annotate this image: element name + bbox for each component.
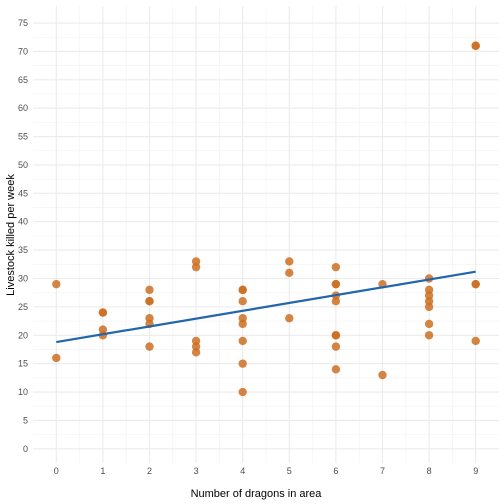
y-tick-label: 55	[18, 132, 28, 142]
data-point	[424, 319, 434, 329]
data-point	[238, 319, 247, 329]
x-tick-labels: 0 1 2 3 4 5 6 7 8 9	[54, 466, 478, 476]
y-tick-label: 60	[18, 103, 28, 113]
y-tick-label: 25	[18, 302, 28, 312]
data-point	[331, 342, 341, 351]
x-tick-label: 9	[473, 466, 478, 476]
x-tick-label: 6	[333, 466, 338, 476]
data-point	[145, 297, 154, 306]
y-tick-label: 35	[18, 245, 28, 255]
data-point	[98, 308, 108, 317]
y-tick-label: 65	[18, 75, 28, 85]
data-point	[471, 41, 480, 50]
data-points	[52, 41, 480, 397]
y-tick-labels: 0 5 10 15 20 25 30 35 40 45 50 55 60 65 70 75	[18, 18, 28, 454]
y-axis-title: Livestock killed per week	[5, 174, 17, 296]
data-point	[331, 365, 341, 374]
data-point	[331, 279, 341, 289]
data-point	[191, 348, 201, 357]
x-tick-label: 5	[287, 466, 292, 476]
x-tick-label: 4	[240, 466, 245, 476]
data-point	[191, 262, 201, 272]
x-tick-label: 0	[54, 466, 59, 476]
data-point	[331, 262, 341, 272]
trend-line	[56, 270, 476, 344]
data-point	[331, 331, 341, 340]
x-tick-label: 2	[147, 466, 152, 476]
data-point	[238, 285, 247, 295]
data-point	[471, 336, 480, 346]
data-point	[424, 331, 434, 340]
y-tick-label: 15	[18, 359, 28, 369]
y-tick-label: 20	[18, 330, 28, 340]
y-tick-label: 0	[23, 444, 28, 454]
x-tick-label: 3	[194, 466, 199, 476]
data-point	[378, 370, 387, 380]
y-tick-label: 70	[18, 46, 28, 56]
data-point	[285, 268, 294, 278]
data-point	[238, 336, 247, 346]
y-tick-label: 75	[18, 18, 28, 28]
x-tick-label: 7	[380, 466, 385, 476]
data-point	[238, 359, 247, 368]
data-point	[52, 353, 61, 363]
data-point	[145, 342, 154, 351]
x-axis-title: Number of dragons in area	[191, 488, 323, 500]
data-point	[52, 279, 61, 289]
y-tick-label: 40	[18, 217, 28, 227]
data-point	[285, 257, 294, 266]
y-tick-label: 50	[18, 160, 28, 170]
y-tick-label: 10	[18, 387, 28, 397]
data-point	[285, 314, 294, 323]
data-point	[424, 302, 434, 312]
data-point	[331, 297, 341, 306]
y-tick-label: 45	[18, 188, 28, 198]
x-tick-label: 8	[427, 466, 432, 476]
y-tick-label: 30	[18, 273, 28, 283]
data-point	[471, 279, 480, 289]
grid	[33, 6, 499, 463]
data-point	[238, 297, 247, 306]
y-tick-label: 5	[23, 415, 28, 425]
data-point	[145, 285, 154, 295]
x-tick-label: 1	[100, 466, 105, 476]
trend-line-group	[56, 270, 476, 344]
data-point	[238, 387, 247, 397]
